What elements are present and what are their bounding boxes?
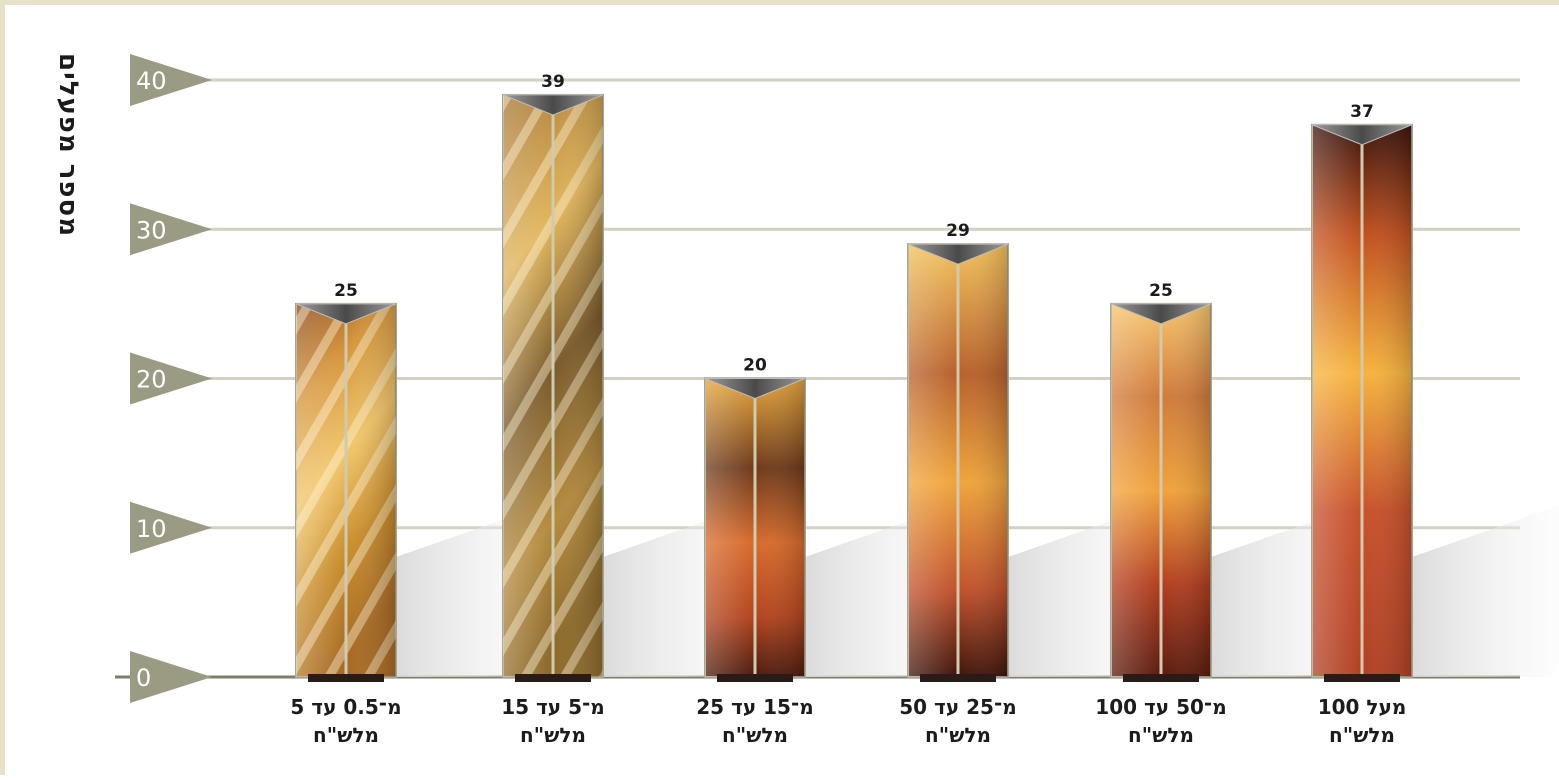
bar-4 (1110, 302, 1212, 682)
bar-cap-4 (1110, 303, 1212, 325)
y-tick-marker-0 (130, 651, 212, 703)
data-labels: 25 39 20 29 25 37 (334, 72, 1374, 376)
bar-3 (907, 243, 1009, 682)
data-label-2: 20 (743, 356, 767, 376)
y-tick-label-40: 40 (136, 67, 167, 95)
y-tick-marker-10 (130, 501, 212, 554)
bar-foot-4 (1123, 674, 1199, 682)
bar-foot-3 (920, 674, 996, 682)
y-ticks: 0 10 20 30 40 (130, 54, 212, 703)
y-tick-label-30: 30 (136, 216, 167, 244)
data-label-4: 25 (1149, 281, 1173, 301)
bar-1 (502, 93, 604, 682)
bar-cap-5 (1311, 124, 1413, 146)
data-label-1: 39 (541, 72, 565, 92)
x-tick-label-3: מ־25 עד 50 מלש"ח (899, 695, 1017, 747)
y-tick-label-20: 20 (136, 366, 167, 394)
bar-foot-5 (1324, 674, 1400, 682)
bar-shadow-5 (1412, 505, 1559, 677)
y-tick-marker-40 (130, 54, 212, 106)
data-label-3: 29 (946, 221, 970, 241)
bar-foot-2 (717, 674, 793, 682)
y-tick-marker-30 (130, 203, 212, 256)
bar-cap-1 (502, 94, 604, 116)
bar-cap-2 (704, 378, 806, 400)
data-label-0: 25 (334, 281, 358, 301)
bar-cap-3 (907, 243, 1009, 265)
data-label-5: 37 (1350, 102, 1374, 122)
bar-chart: 0 10 20 30 40 25 39 20 29 25 37 (115, 54, 1559, 703)
x-tick-label-2: מ־15 עד 25 מלש"ח (696, 695, 814, 747)
bar-foot-1 (515, 674, 591, 682)
bars (295, 93, 1413, 682)
bar-5 (1311, 123, 1413, 682)
x-tick-label-1: מ־5 עד 15 מלש"ח (501, 695, 605, 747)
bar-0 (295, 302, 397, 682)
bar-cap-0 (295, 303, 397, 325)
x-tick-label-4: מ־50 עד 100 מלש"ח (1095, 695, 1227, 747)
y-tick-label-10: 10 (136, 515, 167, 543)
y-tick-marker-20 (130, 352, 212, 405)
bar-2 (704, 377, 806, 682)
y-axis-label: מספר מפעלים (53, 53, 83, 238)
bar-foot-0 (308, 674, 384, 682)
x-tick-label-5: מעל 100 מלש"ח (1317, 695, 1407, 747)
x-tick-label-0: מ־0.5 עד 5 מלש"ח (290, 695, 402, 747)
y-tick-label-0: 0 (136, 664, 151, 692)
